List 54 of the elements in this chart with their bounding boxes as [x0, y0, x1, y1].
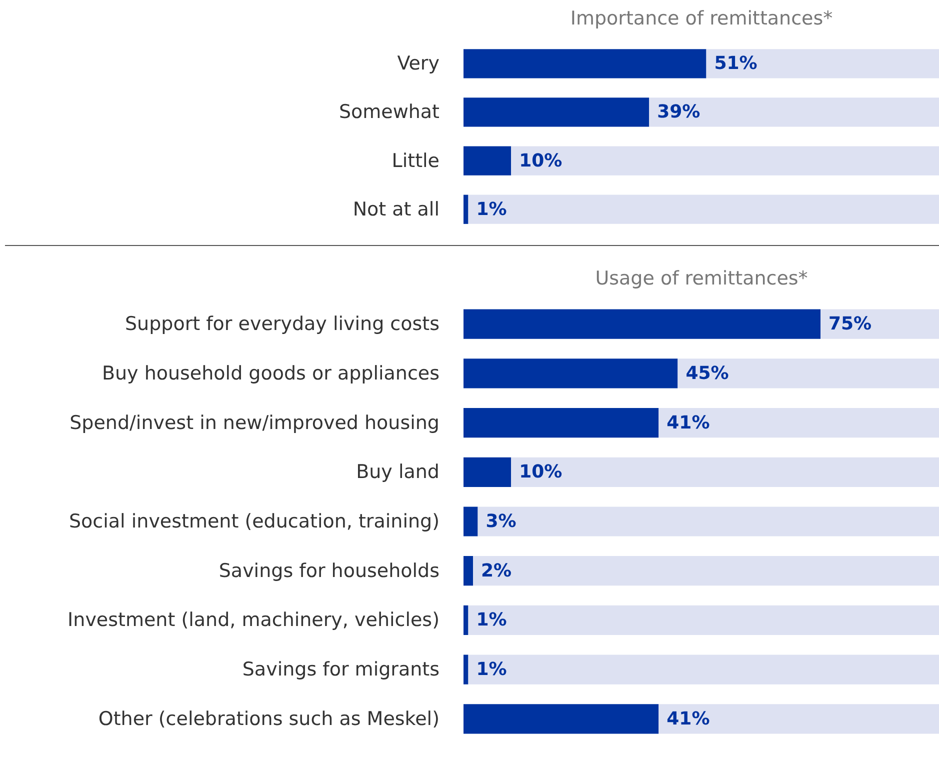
bar [468, 654, 939, 684]
chart-title: Importance of remittances* [570, 8, 833, 30]
bar [649, 98, 939, 127]
y-tick-label: Not at all [352, 198, 440, 220]
bar [464, 309, 820, 339]
data-label: 10% [519, 462, 562, 483]
bar [464, 556, 474, 586]
y-tick-label: Spend/invest in new/improved housing [70, 412, 440, 434]
bar [464, 358, 678, 388]
data-label: 2% [481, 560, 512, 582]
data-label: 3% [486, 511, 516, 532]
data-label: 1% [476, 610, 507, 631]
bar [511, 146, 939, 176]
data-label: 1% [476, 659, 507, 680]
data-label: 51% [714, 53, 758, 74]
y-tick-label: Investment (land, machinery, vehicles) [68, 609, 440, 632]
bar [468, 194, 939, 224]
y-tick-label: Buy land [356, 461, 440, 484]
bar [511, 457, 939, 487]
y-tick-label: Other (celebrations such as Meskel) [98, 708, 440, 730]
bar [464, 98, 650, 127]
data-label: 39% [657, 102, 700, 123]
y-tick-label: Savings for migrants [242, 658, 440, 681]
bar [464, 49, 706, 78]
bar [820, 309, 939, 339]
bar [464, 506, 478, 536]
bar [468, 605, 939, 635]
data-label: 41% [666, 412, 710, 434]
y-tick-label: Social investment (education, training) [69, 510, 440, 532]
bar [478, 506, 939, 536]
data-label: 10% [519, 150, 562, 172]
bar [473, 556, 939, 586]
y-tick-label: Buy household goods or appliances [102, 362, 440, 384]
bar [678, 358, 939, 388]
bar [658, 408, 939, 438]
bar [464, 654, 468, 684]
y-tick-label: Little [392, 150, 440, 172]
chart-title: Usage of remittances* [595, 268, 808, 290]
y-tick-label: Somewhat [338, 101, 440, 124]
bar [464, 408, 659, 438]
data-label: 1% [476, 198, 507, 220]
bar [464, 605, 468, 635]
y-tick-label: Very [397, 52, 440, 75]
y-tick-label: Support for everyday living costs [124, 313, 440, 336]
bar [706, 49, 939, 78]
data-label: 75% [828, 314, 872, 335]
bar [464, 146, 512, 176]
data-label: 41% [666, 708, 710, 730]
y-tick-label: Savings for households [218, 560, 440, 582]
bar [658, 704, 939, 734]
bar [464, 457, 512, 487]
bar [464, 704, 659, 734]
bar [464, 194, 468, 224]
data-label: 45% [686, 362, 729, 384]
